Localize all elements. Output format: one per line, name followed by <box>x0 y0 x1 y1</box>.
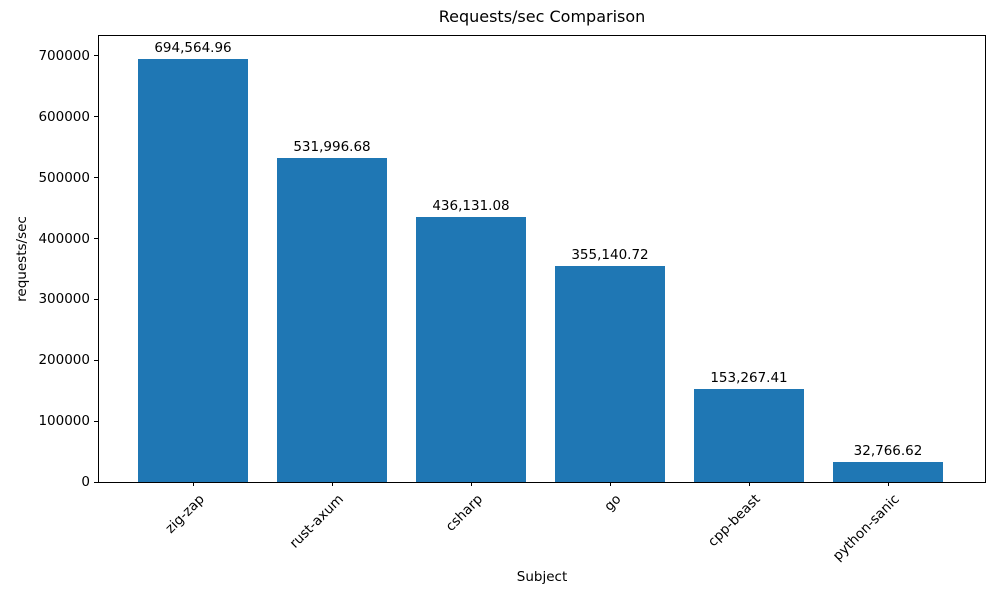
y-tick-label: 300000 <box>38 291 90 308</box>
y-tick-mark <box>94 420 98 422</box>
x-tick-mark <box>331 482 333 486</box>
y-axis-label-text: requests/sec <box>13 216 30 302</box>
bar-value-label: 436,131.08 <box>432 197 510 214</box>
x-tick-label-text: csharp <box>442 491 486 535</box>
bar-value-label: 32,766.62 <box>853 443 923 460</box>
y-tick-mark <box>94 238 98 240</box>
bar <box>277 158 387 482</box>
bar <box>138 59 248 482</box>
x-tick-label-text: cpp-beast <box>704 491 764 550</box>
bar <box>416 216 526 482</box>
bar-value-label: 694,564.96 <box>154 40 232 57</box>
y-tick-mark <box>94 55 98 57</box>
x-tick-label-text: rust-axum <box>286 491 347 552</box>
bar <box>833 462 943 482</box>
x-tick-mark <box>192 482 194 486</box>
y-tick-mark <box>94 116 98 118</box>
y-tick-label: 0 <box>81 474 90 490</box>
y-tick-mark <box>94 359 98 361</box>
y-tick-mark <box>94 177 98 179</box>
x-tick-mark <box>470 482 472 486</box>
y-tick-mark <box>94 481 98 483</box>
bar-value-label: 531,996.68 <box>293 139 371 156</box>
bar-value-label: 153,267.41 <box>710 369 788 386</box>
x-tick-label-text: go <box>601 491 625 515</box>
y-tick-label: 700000 <box>38 47 90 64</box>
plot-area: 0 100000 200000 300000 400000 500000 600000 700… <box>38 35 986 564</box>
x-axis-label: Subject <box>516 569 568 585</box>
x-tick-mark <box>887 482 889 486</box>
bar <box>694 388 804 482</box>
x-tick-mark <box>609 482 611 486</box>
y-tick-mark <box>94 298 98 300</box>
x-tick-label-text: python-sanic <box>829 491 903 565</box>
x-tick-mark <box>748 482 750 486</box>
y-tick-label: 600000 <box>38 108 90 125</box>
y-tick-label: 100000 <box>38 413 90 430</box>
y-tick-label: 500000 <box>38 169 90 186</box>
y-tick-label: 200000 <box>38 352 90 369</box>
bar <box>555 265 665 482</box>
x-tick-label-text: zig-zap <box>162 491 208 537</box>
chart-title: Requests/sec Comparison <box>438 7 646 26</box>
bar-value-label: 355,140.72 <box>571 246 649 263</box>
y-tick-label: 400000 <box>38 230 90 247</box>
